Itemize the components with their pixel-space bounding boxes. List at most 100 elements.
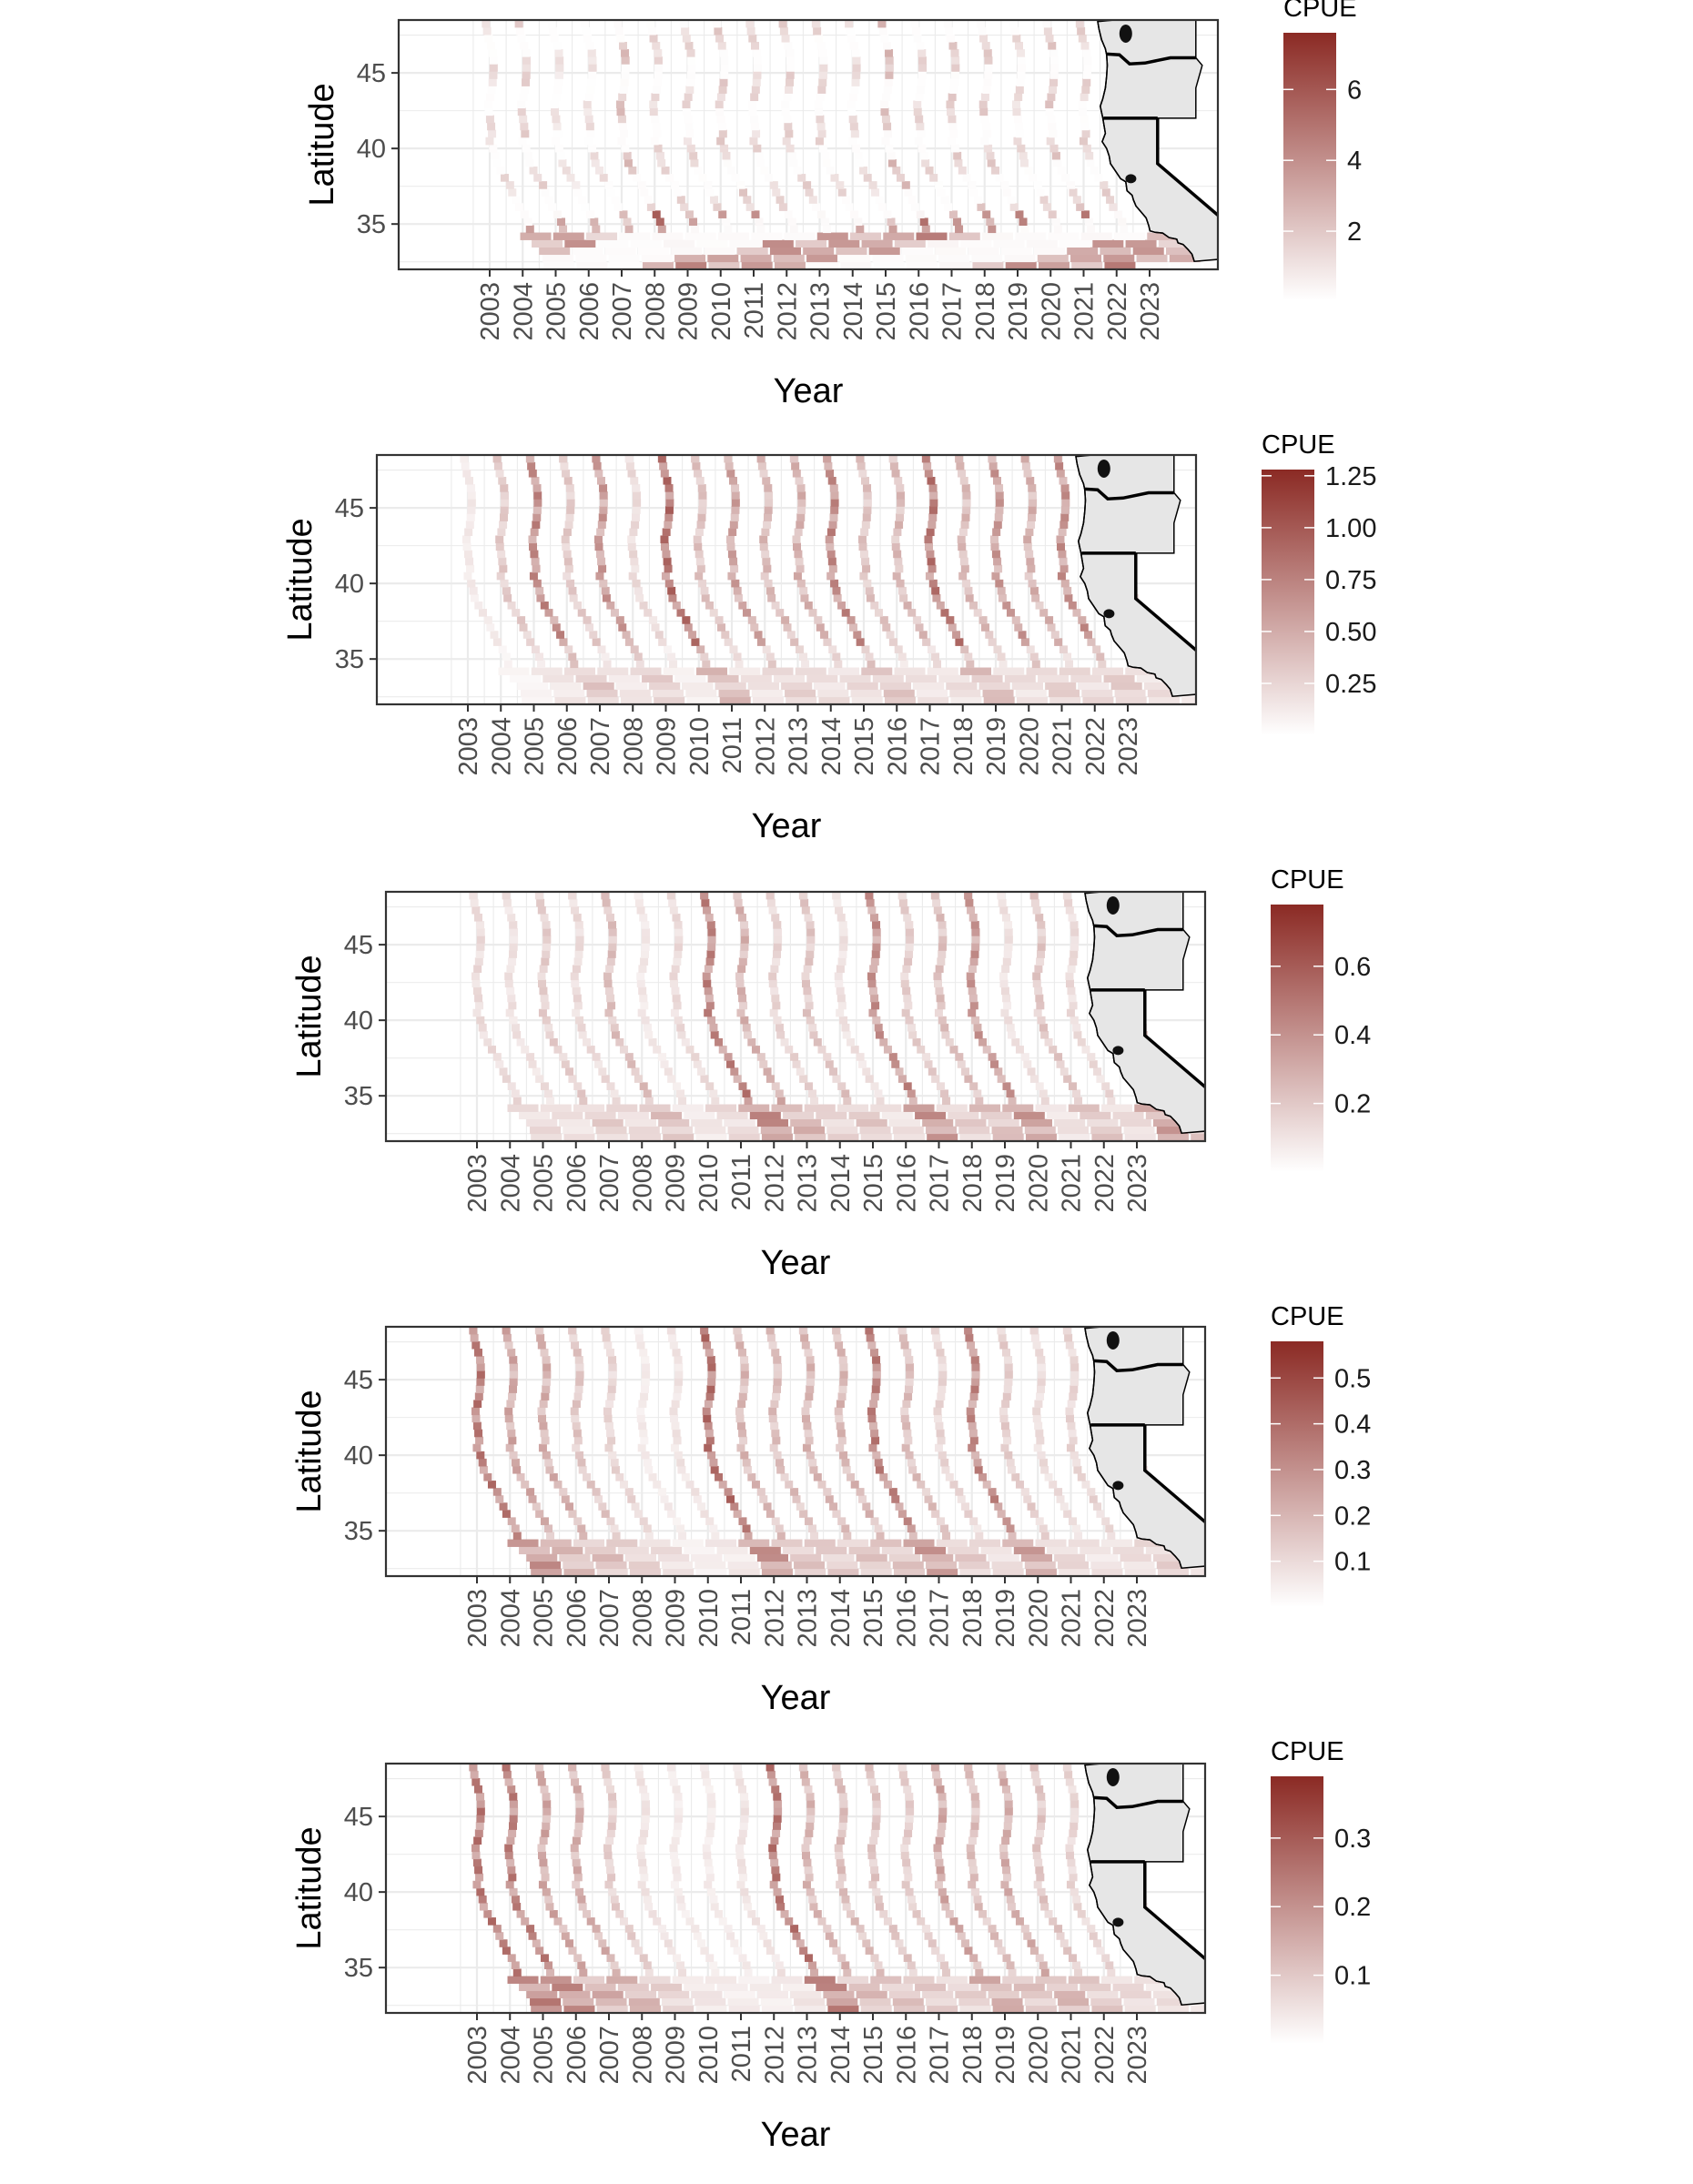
cpue-cell	[835, 1340, 844, 1350]
cpue-cell	[765, 1327, 775, 1335]
cpue-cell	[474, 1866, 483, 1875]
cpue-cell	[790, 1488, 799, 1496]
cpue-cell	[483, 1473, 492, 1481]
cpue-cell	[476, 921, 485, 929]
cpue-cell	[936, 914, 945, 922]
cpue-cell	[950, 78, 959, 86]
cpue-cell	[1030, 898, 1039, 907]
cpue-cell	[504, 1851, 513, 1860]
cpue-cell	[839, 1370, 848, 1379]
cpue-cell	[583, 1910, 592, 1918]
cpue-cell	[928, 564, 937, 573]
cpue-cell	[641, 1822, 650, 1830]
cpue-cell	[592, 1053, 601, 1061]
x-tick-label: 2007	[608, 282, 637, 341]
cpue-cell	[705, 1349, 714, 1357]
cpue-cell	[866, 898, 875, 907]
cpue-cell	[1080, 1983, 1111, 1991]
cpue-cell	[1081, 689, 1113, 698]
cpue-cell	[778, 20, 787, 28]
cpue-cell	[997, 652, 1006, 662]
cpue-cell	[684, 115, 693, 124]
inset-state-map	[1097, 20, 1218, 262]
cpue-cell	[922, 1488, 931, 1496]
cpue-cell	[1008, 1532, 1017, 1541]
cpue-cell	[837, 602, 846, 610]
cpue-cell	[729, 645, 738, 653]
cpue-cell	[578, 196, 587, 204]
cpue-cell	[566, 491, 575, 500]
cpue-cell	[1156, 1561, 1188, 1570]
cpue-cell	[938, 1363, 948, 1371]
cpue-cell	[751, 689, 783, 698]
cpue-cell	[715, 1038, 724, 1046]
cpue-cell	[502, 1764, 511, 1772]
cpue-cell	[892, 571, 901, 581]
cpue-cell	[715, 107, 725, 116]
cpue-cell	[958, 550, 968, 559]
cpue-cell	[835, 979, 844, 988]
cpue-cell	[636, 1777, 645, 1786]
cpue-cell	[592, 1925, 601, 1933]
cpue-cell	[1024, 571, 1033, 581]
cpue-cell	[1049, 71, 1059, 79]
cpue-cell	[838, 1385, 847, 1393]
colorbar-tick-label: 0.3	[1334, 1825, 1371, 1854]
cpue-cell	[632, 513, 641, 521]
cpue-cell	[639, 1976, 671, 1984]
cpue-cell	[655, 151, 664, 160]
sf-bay	[1112, 1046, 1124, 1056]
cpue-cell	[584, 136, 593, 146]
cpue-cell	[835, 905, 844, 915]
cpue-cell	[813, 26, 822, 35]
cpue-cell	[826, 1126, 858, 1135]
cpue-cell	[901, 181, 910, 189]
cpue-cell	[601, 586, 610, 595]
cpue-cell	[937, 188, 946, 197]
cpue-cell	[922, 638, 931, 646]
cpue-cell	[775, 1961, 784, 1970]
cpue-cell	[530, 1561, 562, 1570]
cpue-cell	[806, 1451, 815, 1460]
cpue-cell	[772, 1829, 781, 1837]
cpue-cell	[922, 1553, 954, 1562]
cpue-cell	[959, 477, 968, 485]
cpue-cell	[1002, 1539, 1034, 1547]
cpue-cell	[999, 905, 1009, 915]
cpue-cell	[894, 239, 926, 248]
cpue-cell	[924, 535, 933, 544]
cpue-cell	[1091, 2005, 1123, 2013]
cpue-cell	[772, 188, 781, 197]
cpue-cell	[839, 1815, 848, 1823]
cpue-cell	[461, 535, 471, 544]
cpue-cell	[738, 994, 747, 1003]
cpue-cell	[1080, 623, 1089, 632]
cpue-cell	[927, 2005, 958, 2013]
cpue-cell	[640, 957, 649, 966]
cpue-cell	[531, 1133, 563, 1141]
cpue-cell	[698, 174, 707, 182]
cpue-cell	[836, 1443, 845, 1452]
colorbar-tick-label: 4	[1347, 147, 1362, 176]
cpue-cell	[704, 1858, 713, 1867]
cpue-cell	[900, 972, 909, 981]
x-tick-label: 2016	[905, 282, 934, 341]
cpue-cell	[929, 491, 938, 500]
cpue-cell	[727, 1126, 759, 1135]
cpue-cell	[540, 1954, 549, 1962]
cpue-cell	[908, 1097, 917, 1106]
cpue-cell	[908, 1465, 917, 1474]
cpue-cell	[912, 1910, 921, 1918]
cpue-cell	[1025, 1133, 1057, 1141]
cpue-cell	[926, 1997, 958, 2007]
cpue-cell	[863, 491, 872, 500]
cpue-cell	[482, 26, 492, 35]
cpue-cell	[575, 1363, 584, 1371]
cpue-cell	[801, 660, 810, 669]
cpue-cell	[873, 261, 905, 269]
cpue-cell	[995, 174, 1004, 182]
cpue-cell	[874, 1023, 883, 1032]
cpue-cell	[590, 217, 599, 227]
cpue-cell	[487, 122, 496, 131]
cpue-cell	[784, 210, 793, 218]
